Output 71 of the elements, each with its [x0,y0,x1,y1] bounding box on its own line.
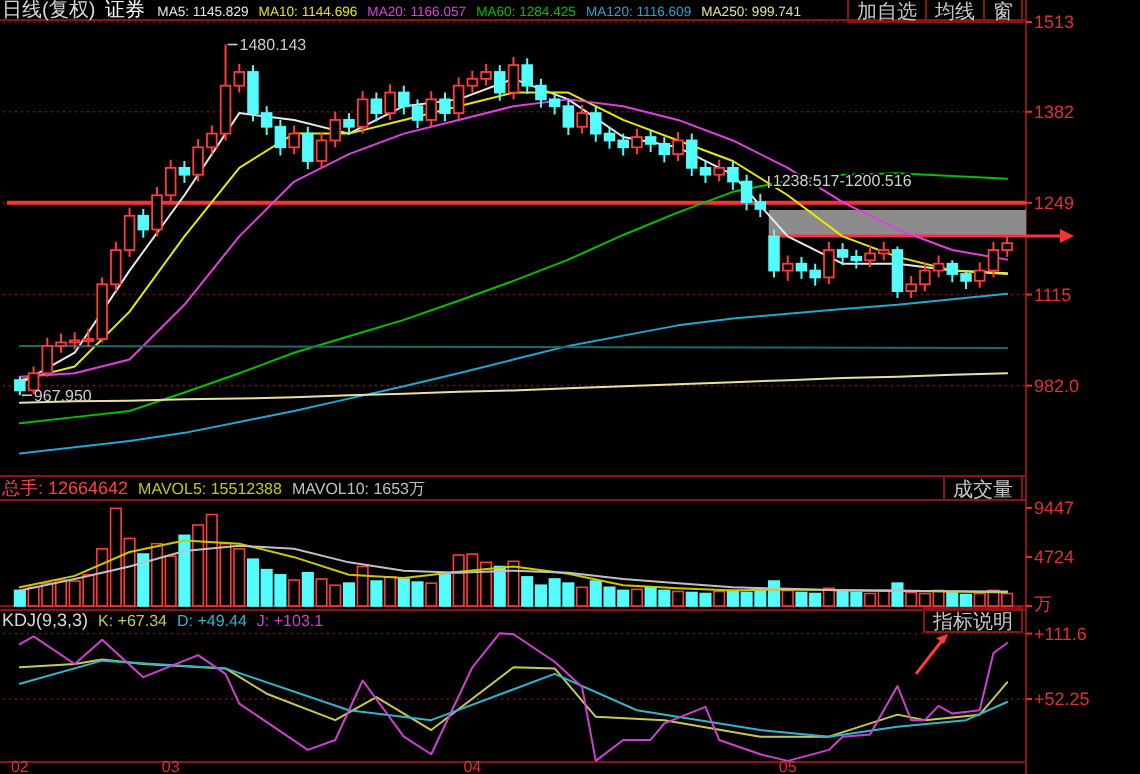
text: D: +49.44 [177,612,248,630]
chart-title: 总手: 12664642 [0,478,129,498]
candlestick [178,160,191,184]
bar [301,571,314,607]
bar [671,590,685,607]
text: MAVOL5: 15512388 [138,480,283,498]
candlestick [823,240,835,286]
annotation: 均线 [933,0,975,24]
candlestick [137,207,150,239]
bar [370,580,383,607]
y-tick-label: +52.25 [1034,688,1090,709]
bar [576,586,589,607]
y-tick-label: 9447 [1034,497,1075,518]
candlestick [781,254,794,282]
chart-subtitle: 证券 [105,0,146,22]
text: J: +103.1 [256,612,325,630]
bar [384,576,397,607]
bar [288,579,301,607]
bar [137,553,150,607]
annotation: 成交量 [953,478,1013,502]
candlestick [494,64,506,102]
candlestick [507,55,520,101]
annotation: 指标说明 [931,610,1013,634]
candlestick [891,245,904,299]
candlestick [768,228,780,279]
bar [178,534,191,607]
text: MAVOL10: 1653万 [291,480,426,498]
candlestick [288,124,300,156]
y-tick-label: +111.6 [1034,623,1087,644]
x-tick-label: 03 [161,758,181,774]
line-series [18,292,1009,455]
line-series [18,632,1009,762]
annotation: 967.950 [33,387,93,406]
y-tick-label: 1513 [1034,12,1075,32]
series-label: K: +67.34 [98,612,169,630]
candlestick [356,90,369,135]
candlestick [439,91,451,123]
y-tick-label: 1382 [1034,101,1075,122]
bar [13,589,26,607]
chart-title: KDJ(9,3,3) [2,610,89,630]
bar [356,565,369,607]
annotation: 1480.143 [239,36,308,55]
y-tick-label: 万 [1034,594,1052,614]
bar [781,589,794,607]
candlestick [672,131,684,163]
candlestick [425,90,437,128]
bar [425,582,438,607]
candlestick [631,127,643,156]
y-tick-label: 1249 [1034,192,1075,213]
bar [342,582,356,607]
candlestick [14,375,26,397]
chart-title: 日线(复权) [2,0,96,22]
x-tick-label: 05 [778,758,798,774]
candlestick [343,112,355,136]
candlestick [370,91,383,123]
candlestick [713,158,725,183]
bar [713,590,726,607]
candlestick [576,103,588,135]
y-tick-label: 1115 [1034,284,1072,305]
line-series [18,172,1009,425]
x-tick-label: 02 [10,758,30,774]
annotation: 加自选 [857,0,917,24]
candlestick [302,125,314,171]
bar [630,588,643,607]
y-tick-label: 982.0 [1034,375,1080,396]
x-tick-label: 04 [463,758,483,774]
annotation: 窗 [993,0,1013,24]
line-series [18,372,1009,404]
candlestick [384,83,396,121]
y-tick-label: 4724 [1034,546,1075,567]
bar [438,574,451,607]
